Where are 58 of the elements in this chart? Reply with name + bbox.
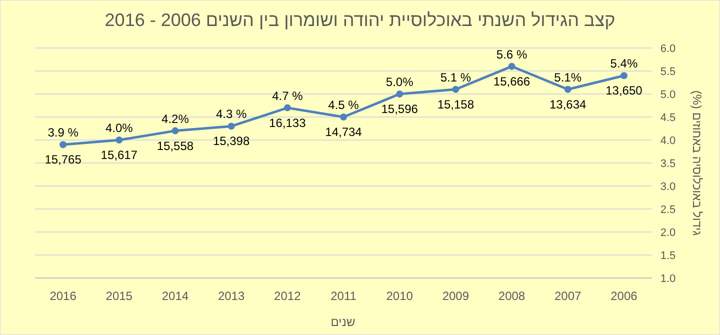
y-tick-label: 5.0 — [660, 89, 676, 101]
point — [396, 90, 404, 98]
y-tick-label: 3.5 — [660, 158, 676, 170]
annotation: 15,617 — [100, 148, 138, 162]
y-tick-label: 2.5 — [660, 204, 676, 216]
y-tick-label: 4.0 — [660, 135, 676, 147]
x-tick-label: 2010 — [386, 289, 414, 303]
x-tick-label: 2009 — [442, 289, 470, 303]
x-tick-label: 2016 — [50, 289, 77, 303]
data-label: 4.2% — [162, 112, 190, 126]
point — [452, 86, 460, 93]
data-label: 4.3 % — [216, 107, 247, 122]
point — [508, 62, 516, 70]
chart-title: קצב הגידול השנתי באוכלוסיית יהודה ושומרון בין השנים 2006 - 2016 — [104, 10, 616, 30]
x-tick-label: 2006 — [610, 289, 638, 303]
annotation: 15,158 — [437, 97, 474, 112]
x-tick-label: 2007 — [554, 289, 582, 303]
annotation: 16,133 — [269, 116, 306, 130]
x-tick-label: 2011 — [330, 289, 357, 303]
point — [340, 114, 347, 120]
point — [564, 86, 572, 93]
annotation: 15,596 — [381, 102, 418, 116]
annotation: 15,398 — [212, 134, 250, 148]
x-tick-label: 2014 — [162, 289, 189, 303]
annotation: 13,650 — [606, 84, 643, 98]
point — [60, 141, 67, 148]
data-label: 5.1 % — [440, 70, 472, 84]
y-tick-label: 6.0 — [660, 43, 676, 55]
annotation: 15,558 — [156, 138, 194, 153]
y-tick-label: 1.5 — [660, 250, 676, 262]
data-label: 4.0% — [105, 121, 134, 135]
y-tick-label: 3.0 — [660, 181, 676, 193]
annotation: 15,765 — [44, 152, 82, 167]
data-label: 3.9 % — [48, 126, 79, 140]
point — [620, 72, 628, 80]
y-tick-label: 4.5 — [660, 112, 676, 124]
data-label: 5.1% — [554, 70, 582, 84]
x-tick-label: 2012 — [274, 289, 302, 303]
y-tick-label: 2.0 — [660, 227, 676, 239]
x-tick-label: 2013 — [218, 289, 245, 303]
data-label: 5.6 % — [496, 47, 528, 62]
data-label: 5.0% — [386, 75, 414, 89]
point — [284, 104, 291, 112]
point — [172, 127, 179, 134]
y-axis-title: גידול באוכלוסיה באחוזים (%) — [690, 90, 704, 236]
x-axis-title: שנים — [330, 315, 356, 329]
data-label: 4.5 % — [328, 98, 360, 112]
data-label: 4.7 % — [272, 88, 304, 103]
x-tick-label: 2015 — [106, 289, 133, 303]
point — [228, 122, 235, 130]
x-tick-label: 2008 — [498, 289, 526, 303]
annotation: 13,634 — [550, 97, 587, 112]
y-tick-label: 5.5 — [660, 66, 676, 78]
annotation: 15,666 — [493, 74, 530, 88]
y-tick-label: 1.0 — [660, 273, 676, 285]
annotation: 14,734 — [325, 125, 362, 139]
point — [116, 136, 123, 144]
data-label: 5.4% — [610, 56, 638, 71]
